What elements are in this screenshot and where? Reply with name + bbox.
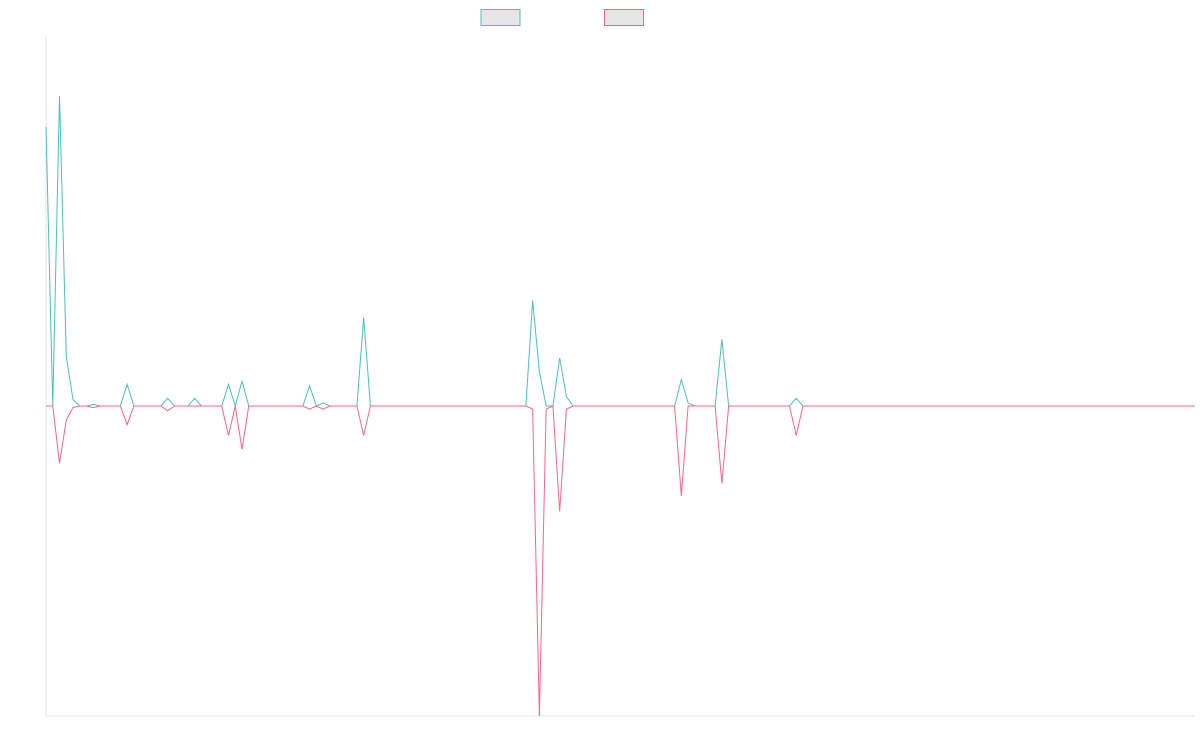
series-line-1 (45, 95, 1195, 408)
legend (480, 9, 644, 26)
legend-swatch-series-1[interactable] (480, 9, 521, 26)
series-layer (45, 95, 1195, 717)
plot-area (45, 36, 1195, 717)
legend-swatch-series-2[interactable] (604, 9, 644, 26)
series-line-2 (46, 405, 1195, 717)
